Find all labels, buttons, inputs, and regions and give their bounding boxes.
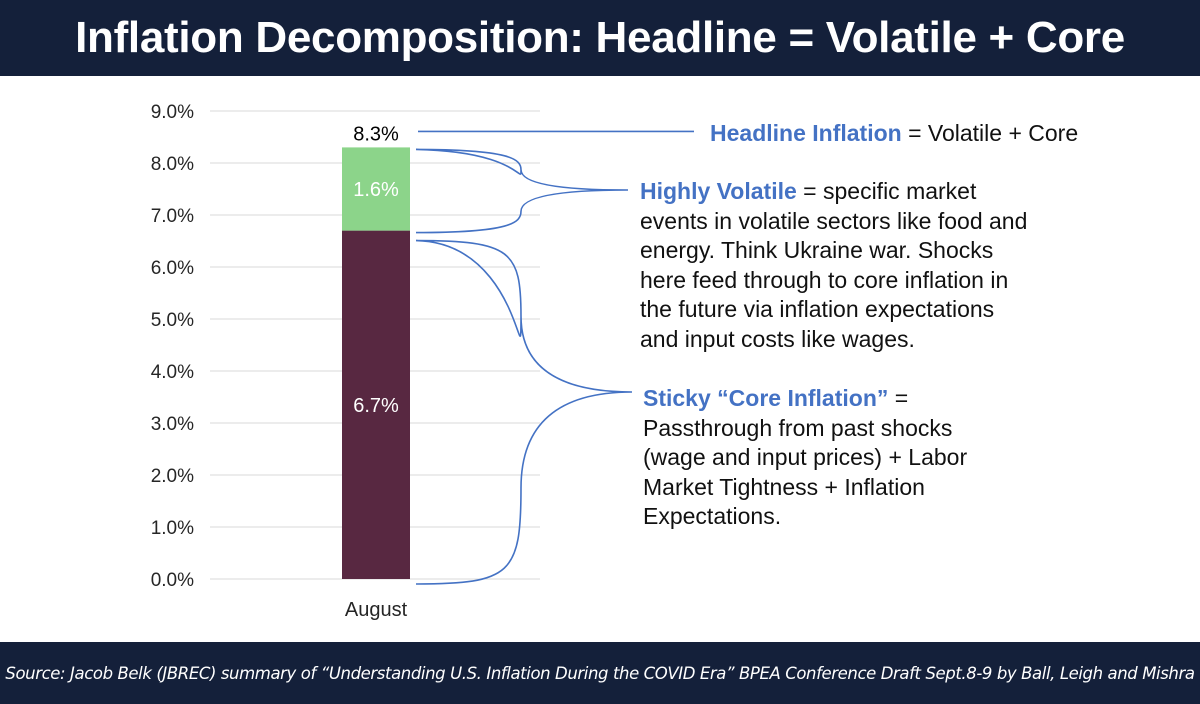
headline-rest: = Volatile + Core [901, 120, 1079, 146]
volatile-line: here feed through to core inflation in [640, 266, 1009, 293]
total-label: 8.3% [353, 123, 399, 145]
y-tick-label: 9.0% [151, 102, 194, 123]
page-title: Inflation Decomposition: Headline = Vola… [75, 13, 1125, 62]
bar-label-core: 6.7% [353, 395, 399, 417]
core-line: Expectations. [643, 503, 782, 529]
y-tick-label: 2.0% [151, 466, 194, 487]
source-citation: Source: Jacob Belk (JBREC) summary of “U… [5, 663, 1195, 683]
source-banner: Source: Jacob Belk (JBREC) summary of “U… [0, 642, 1200, 704]
volatile-annotation: Highly Volatile = specific market events… [640, 177, 1090, 354]
volatile-line: the future via inflation expectations [640, 296, 995, 322]
headline-term: Headline Inflation [710, 120, 902, 146]
volatile-term: Highly Volatile [640, 178, 797, 204]
volatile-brace [415, 148, 629, 234]
data-labels: 6.7% 1.6% 8.3% August [345, 123, 408, 621]
volatile-line: events in volatile sectors like food and [640, 207, 1028, 234]
x-category-label: August [345, 599, 408, 621]
volatile-line: energy. Think Ukraine war. Shocks [640, 237, 994, 263]
core-term: Sticky “Core Inflation” [643, 385, 889, 411]
y-tick-label: 6.0% [151, 258, 194, 279]
bars [342, 147, 410, 579]
y-tick-label: 1.0% [151, 518, 194, 539]
y-tick-label: 5.0% [151, 310, 194, 331]
y-tick-label: 0.0% [151, 570, 194, 591]
y-tick-label: 8.0% [151, 154, 194, 175]
bar-segment-volatile [342, 147, 410, 231]
core-rest: = [888, 385, 909, 411]
core-line: Market Tightness + Inflation [643, 473, 925, 500]
volatile-rest: = specific market [796, 178, 977, 204]
y-tick-label: 4.0% [151, 362, 194, 383]
annotation-connectors [415, 130, 694, 585]
y-axis-ticks: 0.0% 1.0% 2.0% 3.0% 4.0% 5.0% 6.0% 7.0% 8.0% 9.0% [151, 102, 194, 591]
bar-segment-core [342, 230, 410, 579]
volatile-line: and input costs like wages. [640, 325, 915, 352]
y-tick-label: 3.0% [151, 414, 194, 435]
bar-label-volatile: 1.6% [353, 179, 399, 201]
core-brace [415, 239, 633, 585]
headline-annotation: Headline Inflation = Volatile + Core [710, 119, 1078, 149]
y-tick-label: 7.0% [151, 206, 194, 227]
core-line: Passthrough from past shocks [643, 414, 953, 441]
title-banner: Inflation Decomposition: Headline = Vola… [0, 0, 1200, 76]
core-line: (wage and input prices) + Labor [643, 444, 968, 470]
core-annotation: Sticky “Core Inflation” = Passthrough fr… [643, 384, 1063, 532]
